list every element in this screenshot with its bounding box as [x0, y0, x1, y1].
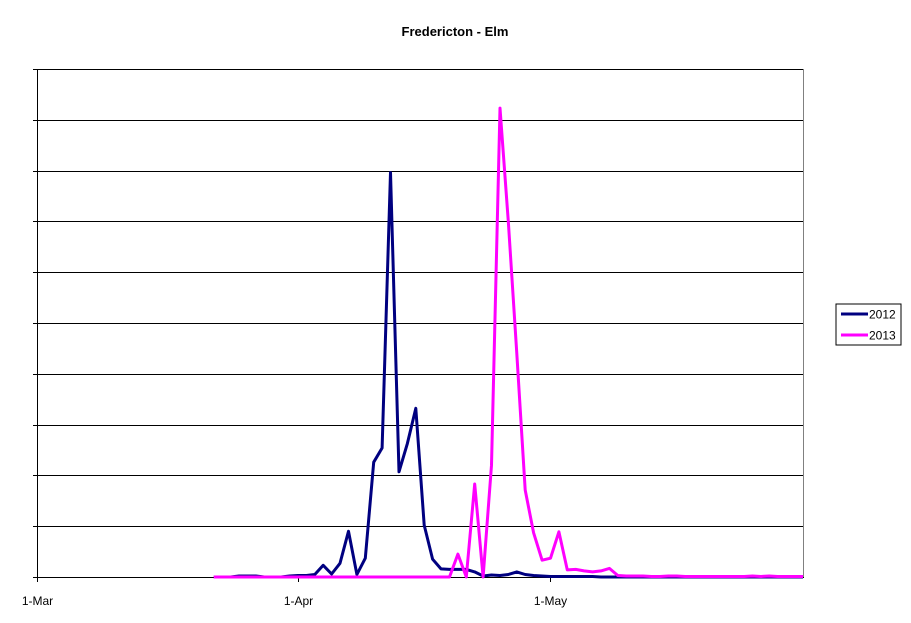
series-line-2013: [213, 106, 803, 579]
x-tick-label: 1-May: [534, 594, 567, 608]
series-lines: [213, 106, 803, 579]
legend-label-2013: 2013: [869, 329, 896, 343]
x-axis-ticks: 1-Mar 1-Apr 1-May: [22, 577, 567, 608]
chart-title: Fredericton - Elm: [402, 24, 509, 39]
x-tick-label: 1-Apr: [284, 594, 313, 608]
legend: 2012 2013: [835, 303, 902, 346]
gridlines: [37, 69, 803, 527]
legend-label-2012: 2012: [869, 308, 896, 322]
legend-box: [835, 303, 902, 346]
x-tick-label: 1-Mar: [22, 594, 53, 608]
